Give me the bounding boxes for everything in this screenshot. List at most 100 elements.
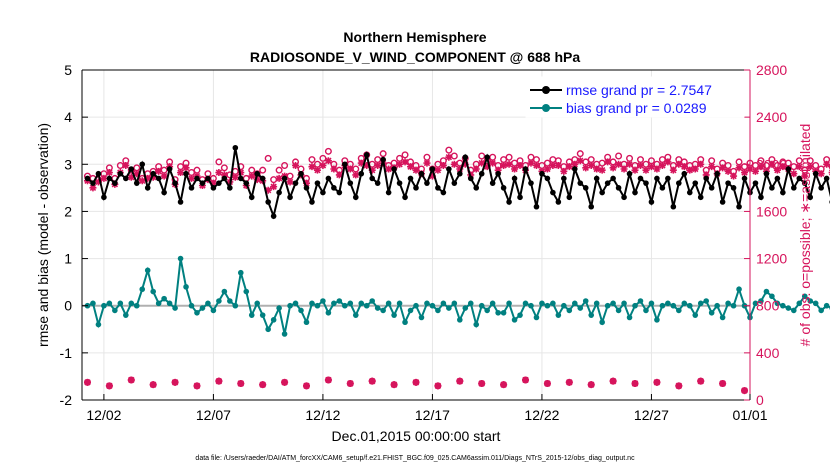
bias-point <box>774 300 781 307</box>
rmse-point <box>550 189 556 196</box>
bias-point <box>276 305 282 311</box>
obs-count-bottom-point <box>302 382 310 390</box>
y2-axis-label: # of obs: o=possible; ∗=assimilated <box>797 124 813 347</box>
rmse-point <box>823 175 830 182</box>
rmse-point <box>374 180 381 186</box>
obs-count-bottom-point <box>500 381 508 389</box>
obs-count-bottom-circle <box>302 382 310 390</box>
bias-point <box>659 302 666 309</box>
bias-point <box>331 300 337 307</box>
bias-point <box>489 300 496 307</box>
obs-assimilated-point <box>609 164 617 172</box>
x-tick-label: 12/22 <box>524 407 559 423</box>
obs-assimilated-point <box>823 160 830 168</box>
obs-count-bottom-circle <box>434 382 442 390</box>
chart-subtitle: RADIOSONDE_V_WIND_COMPONENT @ 688 hPa <box>250 49 580 65</box>
rmse-point <box>183 170 189 177</box>
rmse-point <box>429 166 436 172</box>
rmse-point <box>380 156 386 163</box>
obs-assimilated-point <box>604 158 612 166</box>
obs-assimilated-point <box>182 164 190 172</box>
obs-assimilated-point <box>105 169 113 177</box>
rmse-point <box>544 175 551 182</box>
obs-count-bottom-point <box>609 377 617 385</box>
obs-assimilated-point <box>357 159 365 167</box>
obs-count-bottom-point <box>237 380 245 387</box>
obs-assimilated-point <box>675 160 683 168</box>
rmse-point <box>243 180 250 186</box>
obs-assimilated-point <box>773 166 781 174</box>
rmse-point <box>309 199 315 205</box>
bias-point <box>676 307 682 314</box>
obs-count-bottom-circle <box>719 380 727 388</box>
bias-point <box>752 300 759 307</box>
bias-point <box>205 300 211 307</box>
legend-bias-swatch-marker <box>542 104 550 112</box>
obs-assimilated-point <box>817 170 825 178</box>
obs-possible-point <box>281 161 289 169</box>
bias-point <box>166 300 173 307</box>
y-tick-label: -2 <box>60 392 73 408</box>
obs-assimilated-point <box>94 178 102 186</box>
bias-point <box>626 314 633 321</box>
obs-assimilated-point <box>407 163 415 171</box>
obs-assimilated-point <box>352 171 360 179</box>
obs-count-bottom-circle <box>543 380 551 388</box>
rmse-point <box>237 175 244 182</box>
rmse-point <box>725 180 731 186</box>
bias-point <box>769 293 775 300</box>
bias-point <box>621 300 627 307</box>
bias-point <box>101 302 107 309</box>
bias-point <box>566 307 573 314</box>
rmse-point <box>457 170 463 177</box>
obs-assimilated-point <box>302 179 310 187</box>
obs-assimilated-point <box>626 160 634 168</box>
bias-point <box>577 305 584 311</box>
obs-assimilated-point <box>801 172 809 180</box>
bias-point <box>588 312 595 318</box>
bias-point <box>342 302 348 309</box>
obs-count-bottom-circle <box>675 382 683 390</box>
bias-point <box>95 321 102 328</box>
obs-assimilated-point <box>587 161 595 169</box>
rmse-point <box>522 166 529 172</box>
obs-assimilated-point <box>215 169 223 177</box>
rmse-point <box>637 175 644 182</box>
x-tick-label: 01/01 <box>732 407 767 423</box>
rmse-point <box>331 185 337 191</box>
bias-point <box>325 309 332 316</box>
x-tick-label: 12/17 <box>415 407 450 423</box>
rmse-point <box>785 166 792 172</box>
legend: rmse grand pr = 2.7547 bias grand pr = 0… <box>525 76 745 118</box>
rmse-point <box>259 175 266 182</box>
rmse-point <box>265 199 271 205</box>
obs-assimilated-point <box>483 163 491 171</box>
rmse-point <box>517 194 523 201</box>
rmse-point <box>659 185 666 191</box>
obs-possible-point <box>445 146 453 154</box>
obs-assimilated-point <box>669 166 677 174</box>
rmse-point <box>577 180 584 186</box>
bias-point <box>812 300 819 307</box>
rmse-point <box>741 175 748 182</box>
obs-assimilated-point <box>527 159 535 167</box>
obs-possible-point <box>401 151 409 159</box>
obs-count-bottom-point <box>522 376 530 384</box>
rmse-point <box>719 199 726 205</box>
obs-assimilated-point <box>642 166 650 174</box>
obs-assimilated-point <box>593 165 601 173</box>
rmse-point <box>566 194 573 201</box>
bias-point <box>484 307 490 314</box>
rmse-point <box>791 185 797 191</box>
obs-count-bottom-circle <box>215 377 223 385</box>
obs-count-bottom-point <box>741 387 749 395</box>
bias-point <box>358 300 365 307</box>
rmse-point <box>385 189 392 196</box>
bias-point <box>227 298 233 304</box>
obs-assimilated-point <box>686 166 694 174</box>
rmse-point <box>227 185 233 191</box>
obs-assimilated-point <box>138 177 146 185</box>
obs-assimilated-point <box>543 165 551 173</box>
rmse-point <box>676 180 682 186</box>
obs-assimilated-point <box>209 179 217 187</box>
